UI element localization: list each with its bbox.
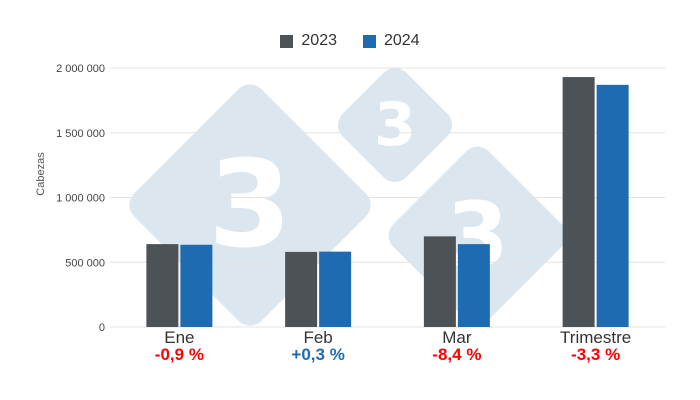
bar-2024 [457,244,490,327]
bar-2023 [562,77,595,327]
bar-2024 [319,251,352,327]
x-tick-label: Feb [303,328,332,347]
chart-legend: 2023 2024 [0,32,700,50]
y-tick-label: 0 [99,322,105,334]
bar-2024 [180,244,213,327]
variation-label: -8,4 % [432,345,481,364]
bar-2024 [596,84,629,328]
x-tick-label: Ene [164,328,194,347]
x-tick-label: Trimestre [560,328,631,347]
legend-swatch-2024 [363,34,376,48]
variation-label: -3,3 % [571,345,620,364]
bar-2023 [285,251,318,327]
legend-label-2024: 2024 [384,32,420,49]
y-tick-label: 2 000 000 [56,63,105,75]
legend-item-2023[interactable]: 2023 [280,32,337,50]
bar-2023 [423,236,456,327]
legend-item-2024[interactable]: 2024 [363,32,420,50]
x-tick-label: Mar [442,328,472,347]
y-tick-label: 1 000 000 [56,193,105,205]
y-tick-label: 1 500 000 [56,128,105,140]
y-tick-label: 500 000 [65,257,105,269]
bar-2023 [146,244,179,327]
legend-swatch-2023 [280,34,294,48]
variation-label: -0,9 % [155,345,204,364]
variation-label: +0,3 % [291,345,344,364]
legend-label-2023: 2023 [301,32,337,49]
